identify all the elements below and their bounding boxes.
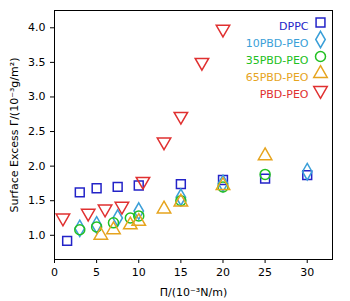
svg-text:20: 20: [216, 266, 230, 279]
svg-text:35PBD-PEO: 35PBD-PEO: [246, 54, 309, 67]
svg-text:5: 5: [93, 266, 100, 279]
svg-text:10: 10: [132, 266, 146, 279]
svg-text:PBD-PEO: PBD-PEO: [260, 88, 309, 101]
svg-text:0: 0: [51, 266, 58, 279]
svg-text:3.5: 3.5: [28, 56, 46, 69]
svg-text:1.5: 1.5: [28, 194, 46, 207]
svg-text:30: 30: [300, 266, 314, 279]
svg-text:DPPC: DPPC: [279, 20, 309, 33]
svg-text:2.5: 2.5: [28, 125, 46, 138]
svg-text:65PBD-PEO: 65PBD-PEO: [246, 71, 309, 84]
svg-text:15: 15: [174, 266, 188, 279]
svg-text:10PBD-PEO: 10PBD-PEO: [246, 37, 309, 50]
svg-text:4.0: 4.0: [28, 21, 46, 34]
svg-text:2.0: 2.0: [28, 160, 46, 173]
svg-text:1.0: 1.0: [28, 229, 46, 242]
svg-text:Surface Excess Γ/(10⁻³g/m²): Surface Excess Γ/(10⁻³g/m²): [8, 58, 21, 213]
svg-text:Π/(10⁻³N/m): Π/(10⁻³N/m): [160, 286, 227, 299]
svg-text:25: 25: [258, 266, 272, 279]
svg-text:3.0: 3.0: [28, 90, 46, 103]
